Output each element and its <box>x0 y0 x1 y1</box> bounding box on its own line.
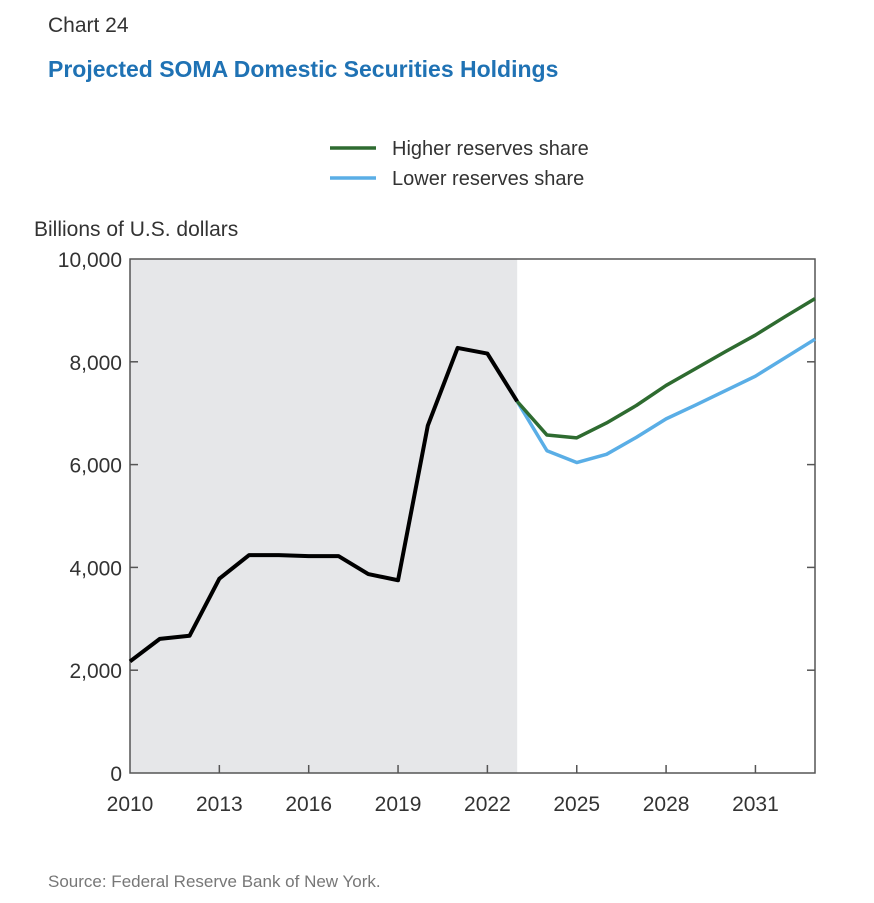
x-tick-label: 2019 <box>375 793 422 816</box>
y-tick-label: 2,000 <box>69 660 122 683</box>
y-tick-label: 4,000 <box>69 557 122 580</box>
series-line-historical <box>128 345 519 664</box>
x-tick-label: 2025 <box>553 793 600 816</box>
y-tick-label: 10,000 <box>58 249 122 272</box>
y-tick-label: 8,000 <box>69 352 122 375</box>
x-tick-label: 2031 <box>732 793 779 816</box>
x-tick-label: 2016 <box>285 793 332 816</box>
chart-title: Projected SOMA Domestic Securities Holdi… <box>48 56 559 82</box>
legend-label: Higher reserves share <box>392 138 589 160</box>
x-tick-label: 2022 <box>464 793 511 816</box>
y-tick-label: 0 <box>110 763 122 786</box>
chart-number: Chart 24 <box>48 14 129 37</box>
x-tick-label: 2028 <box>643 793 690 816</box>
y-axis-label: Billions of U.S. dollars <box>34 218 238 241</box>
x-tick-label: 2010 <box>107 793 154 816</box>
series-line-lower-reserves-share <box>515 337 816 465</box>
history-shade <box>130 259 518 773</box>
source-note: Source: Federal Reserve Bank of New York… <box>48 872 381 891</box>
plot-frame <box>129 258 816 774</box>
x-tick-label: 2013 <box>196 793 243 816</box>
y-tick-label: 6,000 <box>69 455 122 478</box>
legend-label: Lower reserves share <box>392 168 584 190</box>
series-line-higher-reserves-share <box>515 297 816 440</box>
